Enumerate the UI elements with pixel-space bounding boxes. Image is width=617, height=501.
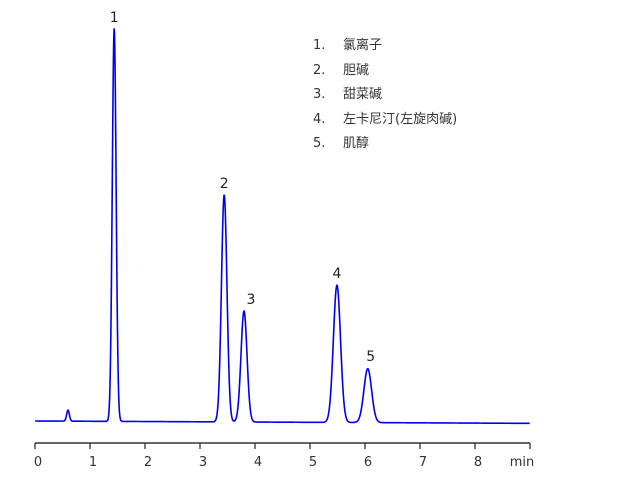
x-tick-label: 8	[474, 455, 482, 470]
chromatogram-trace	[35, 28, 530, 425]
peak-label: 3	[247, 292, 256, 308]
x-tick-label: 6	[364, 455, 372, 470]
x-tick-label: 7	[419, 455, 427, 470]
legend: 1. 氯离子 2. 胆碱 3. 甜菜碱 4. 左卡尼汀(左旋肉碱) 5. 肌醇	[313, 34, 457, 157]
peak-label: 2	[220, 176, 229, 192]
legend-item-5: 5. 肌醇	[313, 136, 370, 151]
x-tick-label: 3	[199, 455, 207, 470]
peak-label: 5	[366, 349, 375, 365]
legend-item-2: 2. 胆碱	[313, 62, 370, 78]
legend-item-4: 4. 左卡尼汀(左旋肉碱)	[313, 111, 458, 127]
legend-item-3: 3. 甜菜碱	[313, 87, 383, 102]
peak-label: 4	[332, 266, 341, 282]
legend-item-1: 1. 氯离子	[313, 38, 383, 53]
x-tick-label: 4	[254, 455, 262, 470]
peak-label: 1	[110, 10, 119, 26]
x-tick-label: 5	[309, 455, 317, 470]
x-tick-label: 2	[144, 455, 152, 470]
x-axis-label: min	[510, 455, 535, 470]
x-tick-label: 0	[34, 455, 42, 470]
x-tick-label: 1	[89, 455, 97, 470]
